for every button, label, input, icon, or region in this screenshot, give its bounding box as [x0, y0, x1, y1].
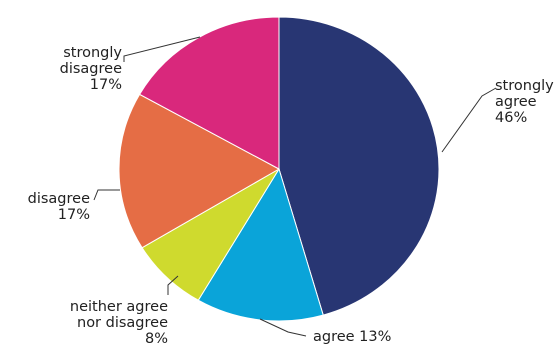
pie-slices	[118, 16, 440, 322]
leader-line	[123, 36, 201, 62]
slice-category-label: neither agree	[70, 299, 168, 315]
slice-category-label: strongly	[495, 78, 554, 94]
pie-slice	[118, 93, 281, 249]
leader-line	[167, 275, 179, 295]
slice-category-label: strongly	[63, 45, 122, 61]
slice-category-label: agree 13%	[313, 329, 391, 345]
slice-category-label: nor disagree	[77, 315, 168, 331]
leader-line	[259, 318, 307, 337]
slice-category-label: agree	[495, 94, 537, 110]
pie-slice	[197, 167, 324, 322]
leader-lines	[93, 36, 497, 337]
pie-slice	[278, 16, 440, 316]
slice-category-label: disagree	[28, 191, 90, 207]
slice-value-label: 17%	[58, 207, 90, 223]
leader-line	[441, 87, 497, 153]
leader-line	[93, 189, 120, 201]
slice-value-label: 46%	[495, 110, 527, 126]
slice-value-label: 8%	[145, 331, 168, 347]
slice-category-label: disagree	[60, 61, 122, 77]
slice-value-label: 17%	[90, 77, 122, 93]
